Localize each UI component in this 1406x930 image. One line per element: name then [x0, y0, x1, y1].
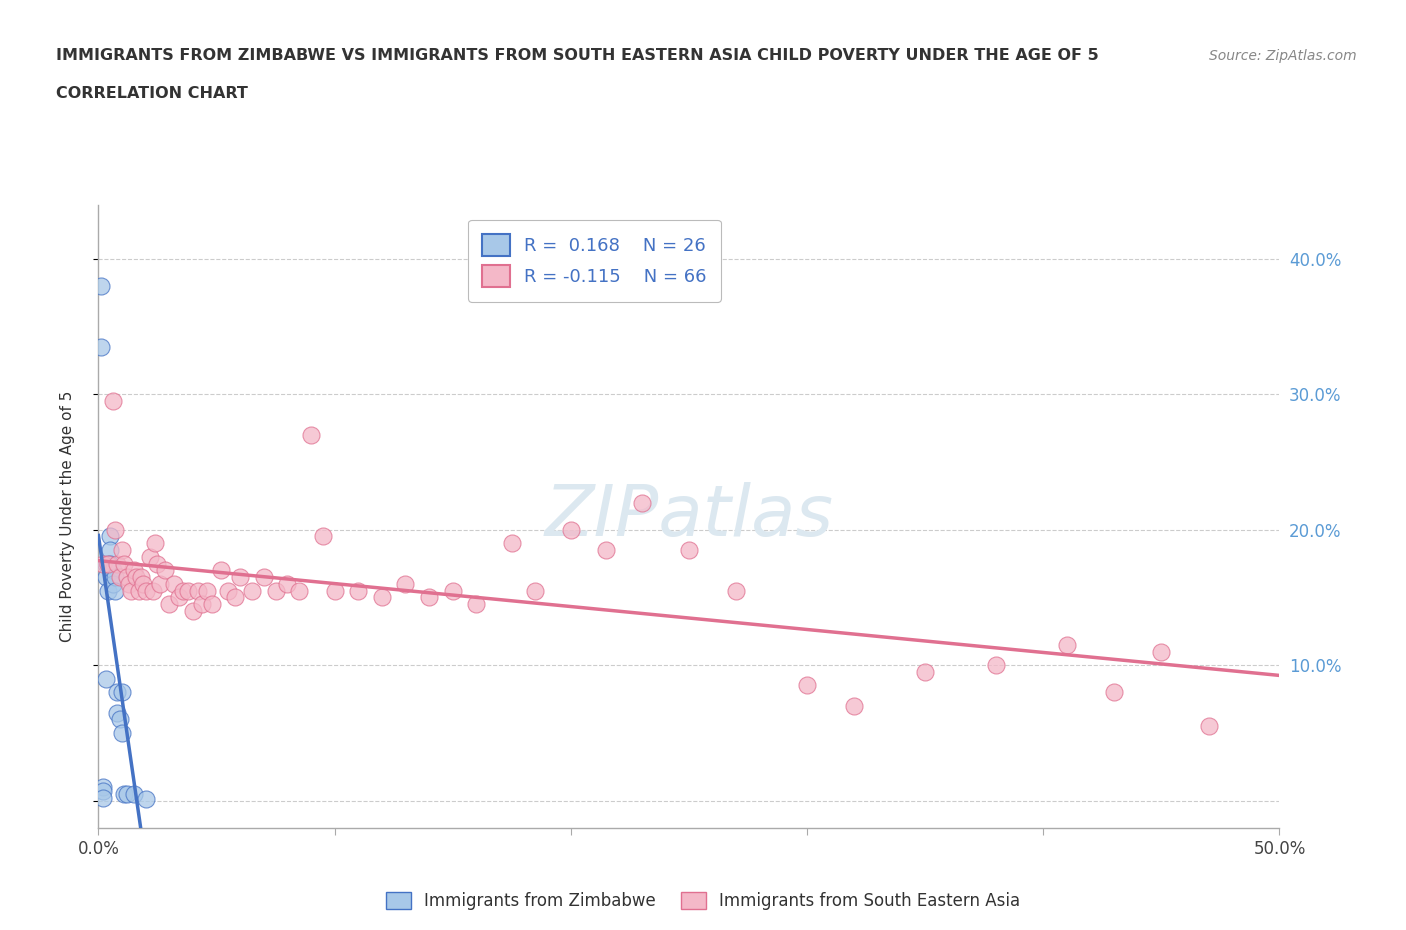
Point: [209, 563, 232, 578]
Point: [118, 577, 141, 591]
Point: [115, 787, 138, 802]
Point: [91, 556, 114, 571]
Point: [524, 583, 547, 598]
Point: [201, 597, 224, 612]
Point: [105, 705, 128, 720]
Legend: Immigrants from Zimbabwe, Immigrants from South Eastern Asia: Immigrants from Zimbabwe, Immigrants fro…: [380, 885, 1026, 917]
Point: [725, 583, 748, 598]
Point: [177, 583, 200, 598]
Point: [101, 393, 124, 408]
Point: [98, 529, 121, 544]
Point: [108, 570, 131, 585]
Point: [217, 583, 239, 598]
Point: [101, 563, 124, 578]
Point: [149, 577, 172, 591]
Point: [163, 577, 186, 591]
Point: [108, 711, 131, 726]
Point: [1150, 644, 1173, 659]
Point: [191, 597, 214, 612]
Point: [394, 577, 416, 591]
Point: [90, 278, 112, 293]
Point: [91, 779, 114, 794]
Text: ZIPatlas: ZIPatlas: [544, 482, 834, 551]
Point: [253, 570, 276, 585]
Point: [224, 590, 246, 604]
Point: [97, 556, 120, 571]
Point: [104, 570, 127, 585]
Point: [115, 570, 138, 585]
Point: [195, 583, 218, 598]
Point: [312, 529, 335, 544]
Point: [104, 583, 127, 598]
Point: [1198, 719, 1220, 734]
Point: [135, 791, 157, 806]
Text: IMMIGRANTS FROM ZIMBABWE VS IMMIGRANTS FROM SOUTH EASTERN ASIA CHILD POVERTY UND: IMMIGRANTS FROM ZIMBABWE VS IMMIGRANTS F…: [56, 48, 1099, 63]
Point: [97, 583, 120, 598]
Point: [371, 590, 394, 604]
Point: [153, 563, 176, 578]
Point: [501, 536, 523, 551]
Point: [595, 542, 617, 557]
Point: [288, 583, 311, 598]
Point: [105, 556, 128, 571]
Point: [560, 523, 582, 538]
Point: [129, 570, 152, 585]
Text: CORRELATION CHART: CORRELATION CHART: [56, 86, 247, 100]
Point: [142, 583, 165, 598]
Point: [167, 590, 190, 604]
Point: [146, 556, 169, 571]
Point: [276, 577, 298, 591]
Point: [157, 597, 180, 612]
Point: [97, 556, 120, 571]
Point: [844, 698, 866, 713]
Point: [1056, 637, 1078, 652]
Point: [112, 556, 135, 571]
Point: [111, 542, 134, 557]
Legend: R =  0.168    N = 26, R = -0.115    N = 66: R = 0.168 N = 26, R = -0.115 N = 66: [468, 219, 721, 302]
Point: [122, 787, 145, 802]
Point: [98, 542, 121, 557]
Point: [122, 563, 145, 578]
Point: [94, 556, 117, 571]
Point: [139, 550, 162, 565]
Point: [229, 570, 252, 585]
Point: [441, 583, 464, 598]
Point: [187, 583, 209, 598]
Point: [418, 590, 440, 604]
Point: [630, 495, 652, 510]
Point: [112, 787, 135, 802]
Point: [264, 583, 287, 598]
Point: [111, 725, 134, 740]
Point: [181, 604, 204, 618]
Point: [678, 542, 700, 557]
Point: [465, 597, 488, 612]
Point: [796, 678, 818, 693]
Point: [91, 790, 114, 805]
Point: [347, 583, 370, 598]
Point: [299, 428, 322, 443]
Point: [240, 583, 263, 598]
Point: [914, 664, 936, 679]
Text: Source: ZipAtlas.com: Source: ZipAtlas.com: [1209, 49, 1357, 63]
Point: [172, 583, 194, 598]
Point: [94, 570, 117, 585]
Point: [135, 583, 157, 598]
Point: [101, 577, 124, 591]
Point: [984, 658, 1007, 672]
Point: [125, 570, 148, 585]
Point: [91, 784, 114, 799]
Point: [323, 583, 346, 598]
Point: [94, 671, 117, 686]
Point: [132, 577, 155, 591]
Point: [90, 339, 112, 354]
Y-axis label: Child Poverty Under the Age of 5: Child Poverty Under the Age of 5: [60, 391, 75, 642]
Point: [111, 684, 134, 699]
Point: [128, 583, 150, 598]
Point: [143, 536, 166, 551]
Point: [105, 684, 128, 699]
Point: [98, 556, 121, 571]
Point: [104, 523, 127, 538]
Point: [121, 583, 143, 598]
Point: [1102, 684, 1125, 699]
